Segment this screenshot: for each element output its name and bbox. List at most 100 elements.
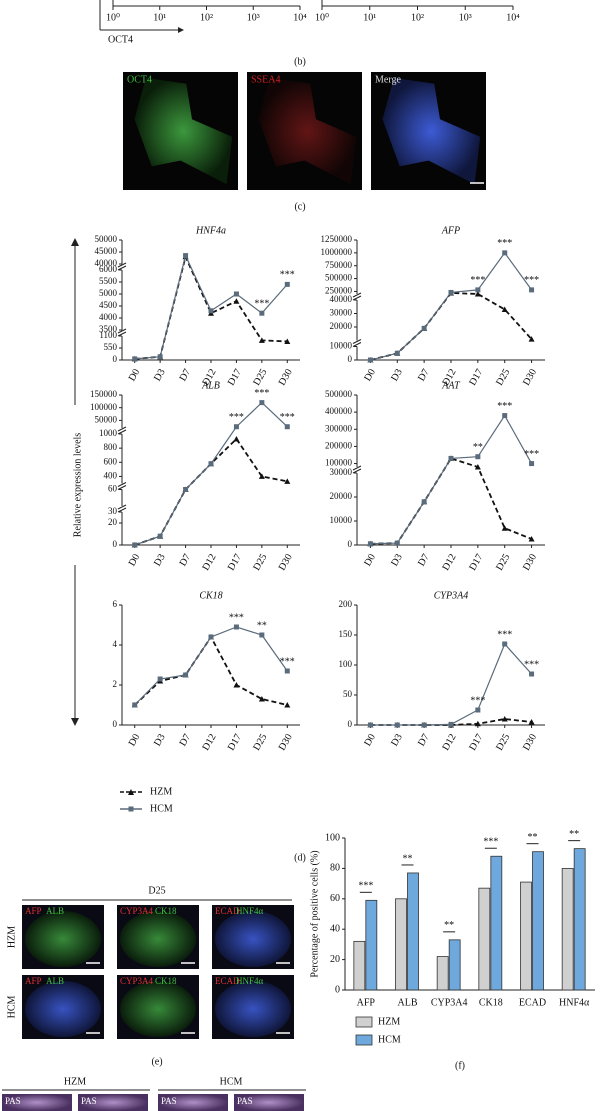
- y-tick-label: 3500: [99, 324, 118, 334]
- panel-label: (e): [151, 1056, 162, 1067]
- y-tick-label: 100: [339, 659, 353, 669]
- x-tick-label: ALB: [398, 997, 418, 1008]
- x-tick-label: D7: [178, 367, 194, 383]
- x-tick-label: D17: [467, 367, 485, 387]
- y-tick-label: 100000: [90, 402, 118, 412]
- significance: ***: [470, 275, 485, 286]
- arrow-head: [178, 27, 184, 33]
- bar: [353, 940, 366, 991]
- series-line: [370, 292, 533, 361]
- significance: ***: [497, 629, 512, 640]
- marker: [474, 720, 481, 727]
- stain-label: ALB: [46, 906, 64, 916]
- y-tick-label: 60: [330, 893, 340, 904]
- x-tick-label: D25: [251, 732, 269, 752]
- x-tick-label: AFP: [357, 997, 376, 1008]
- x-tick-label: CK18: [479, 997, 503, 1008]
- significance: ***: [229, 412, 244, 423]
- marker: [448, 455, 454, 461]
- significance: ***: [280, 412, 295, 423]
- marker: [233, 424, 239, 430]
- x-tick-label: D25: [251, 367, 269, 387]
- stain-label: PAS: [237, 1096, 253, 1106]
- bar: [407, 872, 419, 991]
- marker: [233, 298, 240, 304]
- y-tick-label: 150: [339, 629, 353, 639]
- bar: [561, 868, 574, 991]
- significance: **: [257, 620, 267, 631]
- x-tick-label: 10⁴: [506, 12, 520, 23]
- x-tick-label: D25: [494, 552, 512, 572]
- panel-label: (b): [294, 56, 306, 67]
- stain-label: ECAD: [215, 976, 240, 986]
- x-tick-label: D12: [200, 732, 218, 752]
- y-tick-label: 40000: [95, 258, 118, 268]
- y-tick-label: 300000: [325, 423, 353, 433]
- x-tick-label: 10⁰: [106, 12, 120, 23]
- x-tick-label: D17: [226, 552, 244, 572]
- stain-label: CYP3A4: [120, 976, 154, 986]
- y-tick-label: 10000: [330, 341, 353, 351]
- significance: ***: [497, 401, 512, 412]
- y-tick-label: 0: [113, 354, 118, 364]
- x-tick-label: 10²: [411, 12, 424, 23]
- marker: [501, 716, 508, 722]
- marker: [367, 541, 373, 547]
- marker: [284, 702, 291, 708]
- image-signal: [25, 981, 101, 1037]
- y-tick-label: 400000: [325, 406, 353, 416]
- x-tick-label: D17: [467, 732, 485, 752]
- arrow-head: [71, 718, 79, 726]
- marker: [284, 338, 291, 344]
- timepoint: D25: [148, 885, 165, 896]
- stain-label: HNF4α: [236, 976, 264, 986]
- image-signal: [215, 911, 291, 967]
- significance: ***: [497, 238, 512, 249]
- marker: [475, 454, 481, 460]
- significance: ***: [358, 881, 373, 892]
- marker: [183, 253, 189, 259]
- stain-label: CK18: [155, 906, 177, 916]
- y-tick-label: 2: [113, 679, 118, 689]
- group-label: HCM: [220, 1076, 243, 1087]
- y-tick-label: 0: [113, 719, 118, 729]
- y-tick-label: 600: [104, 456, 118, 466]
- x-tick-label: D25: [494, 732, 512, 752]
- y-tick-label: 200: [339, 599, 353, 609]
- x-tick-label: D0: [362, 552, 378, 568]
- marker: [233, 435, 240, 442]
- chart-title: AFP: [441, 225, 460, 236]
- stain-label: AFP: [25, 906, 42, 916]
- x-tick-label: D3: [152, 732, 168, 748]
- marker: [284, 424, 290, 430]
- series-line: [370, 251, 533, 361]
- marker: [157, 676, 163, 682]
- stain-label: ECAD: [215, 906, 240, 916]
- marker: [502, 413, 508, 419]
- x-tick-label: D7: [416, 732, 432, 748]
- y-tick-label: 80: [330, 863, 340, 874]
- y-tick-label: 50: [343, 689, 353, 699]
- x-tick-label: 10²: [200, 12, 213, 23]
- x-tick-label: 10³: [459, 12, 472, 23]
- chart-title: AAT: [441, 380, 461, 391]
- x-tick-label: D30: [521, 367, 539, 387]
- marker: [233, 624, 239, 630]
- bar: [395, 898, 407, 991]
- marker: [284, 478, 291, 484]
- marker: [259, 400, 265, 406]
- marker: [502, 641, 508, 647]
- significance: ***: [229, 612, 244, 623]
- significance: ***: [483, 837, 498, 848]
- x-tick-label: ECAD: [519, 997, 546, 1008]
- marker: [421, 325, 427, 331]
- significance: ***: [524, 275, 539, 286]
- marker: [258, 337, 265, 343]
- significance: **: [569, 829, 579, 840]
- significance: ***: [470, 695, 485, 706]
- marker: [284, 281, 290, 287]
- y-tick-label: 800: [104, 442, 118, 452]
- marker: [528, 336, 535, 342]
- y-tick-label: 20000: [330, 321, 353, 331]
- marker: [501, 525, 508, 531]
